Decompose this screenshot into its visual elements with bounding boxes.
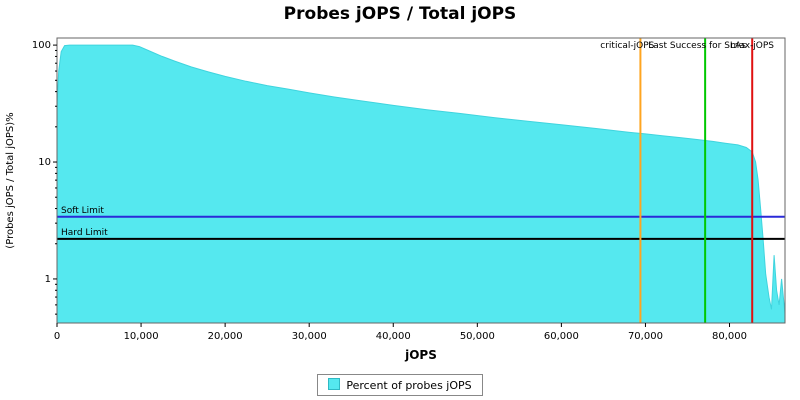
hline-label-soft-limit: Soft Limit <box>61 206 104 216</box>
area-series-percent-probes-jops <box>56 44 786 324</box>
legend: Percent of probes jOPS <box>0 374 800 396</box>
y-tick-label: 10 <box>38 157 51 168</box>
x-axis-label: jOPS <box>404 348 437 362</box>
hline-label-hard-limit: Hard Limit <box>61 228 108 238</box>
y-tick-label: 100 <box>32 40 51 51</box>
x-tick-label: 30,000 <box>292 331 327 342</box>
vline-label-last-success-for-slas: Last Success for SLAs <box>648 41 746 51</box>
x-tick-label: 70,000 <box>628 331 663 342</box>
legend-label: Percent of probes jOPS <box>346 379 472 392</box>
x-tick-label: 20,000 <box>208 331 243 342</box>
x-tick-label: 50,000 <box>460 331 495 342</box>
vline-label-max-jops: max-jOPS <box>730 41 774 51</box>
x-tick-label: 0 <box>54 331 60 342</box>
x-tick-label: 40,000 <box>376 331 411 342</box>
x-tick-label: 10,000 <box>124 331 159 342</box>
vline-label-critical-jops: critical-jOPS <box>600 41 654 51</box>
legend-box: Percent of probes jOPS <box>317 374 483 396</box>
x-tick-label: 60,000 <box>544 331 579 342</box>
legend-swatch-icon <box>328 378 341 390</box>
chart-title: Probes jOPS / Total jOPS <box>283 4 517 24</box>
y-tick-label: 1 <box>45 274 51 285</box>
x-tick-label: 80,000 <box>712 331 747 342</box>
y-axis-label: (Probes jOPS / Total jOPS)% <box>5 112 16 248</box>
